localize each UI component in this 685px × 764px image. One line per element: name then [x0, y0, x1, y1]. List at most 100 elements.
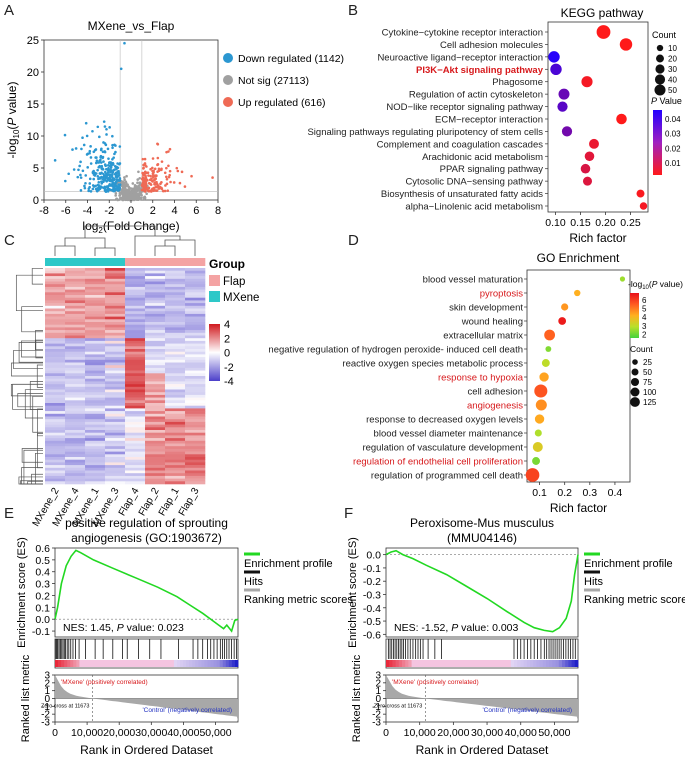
- heatmap-cell: [165, 281, 186, 285]
- heatmap-cell: [125, 421, 146, 425]
- heatmap-cell: [85, 376, 106, 379]
- heatmap-cell: [165, 284, 186, 288]
- kegg-bubble: [581, 76, 593, 88]
- band-segment: [482, 660, 486, 667]
- kegg-term-label: Cell adhesion molecules: [440, 40, 543, 51]
- heatmap-cell: [185, 386, 206, 390]
- band-segment: [530, 660, 534, 667]
- x-tick-label: 6: [193, 205, 199, 217]
- heatmap-cell: [165, 300, 186, 304]
- down-regulated-point: [102, 160, 105, 163]
- band-segment: [213, 660, 218, 667]
- down-regulated-point: [106, 178, 110, 182]
- down-regulated-point: [102, 120, 106, 123]
- heatmap-cell: [105, 332, 126, 336]
- group-legend-label: Flap: [223, 276, 245, 288]
- not-sig-point: [118, 194, 121, 197]
- heatmap-cell: [185, 419, 206, 423]
- dendrogram-branch: [35, 452, 43, 485]
- down-regulated-point: [106, 170, 110, 174]
- heatmap-cell: [85, 362, 106, 366]
- heatmap-cell: [105, 454, 126, 458]
- heatmap-cell: [65, 289, 86, 293]
- up-regulated-point: [142, 167, 145, 170]
- heatmap-cell: [125, 311, 146, 315]
- go-term-label: reactive oxygen species metabolic proces…: [342, 359, 523, 370]
- go-bubble: [544, 329, 556, 341]
- heatmap-cell: [105, 365, 126, 369]
- y-tick-label: 5: [33, 163, 39, 175]
- go-size-legend-label: 125: [643, 398, 657, 407]
- heatmap-cell: [65, 411, 86, 415]
- heatmap-cell: [185, 378, 206, 382]
- heatmap-cell: [125, 346, 146, 350]
- heatmap-cell: [85, 270, 106, 274]
- heatmap-cell: [145, 268, 166, 271]
- down-regulated-point: [89, 162, 93, 165]
- heatmap-cell: [165, 446, 186, 450]
- up-regulated-point: [178, 181, 182, 185]
- dendrogram-branch: [34, 330, 43, 351]
- es-y-label: Enrichment score (ES): [16, 537, 28, 648]
- down-regulated-point: [100, 164, 104, 168]
- heatmap-cell: [65, 295, 86, 298]
- heatmap-cell: [65, 405, 86, 409]
- band-segment: [70, 660, 74, 667]
- heatmap-cell: [165, 438, 186, 442]
- volcano-points: [53, 41, 214, 202]
- down-regulated-point: [92, 177, 96, 181]
- metric-tick-label: 2: [44, 678, 50, 689]
- heatmap-cell: [65, 281, 86, 285]
- heatmap-cell: [65, 389, 86, 393]
- metric-tick-label: -3: [372, 718, 381, 729]
- band-segment: [459, 660, 464, 667]
- group-bar-cell: [65, 258, 86, 266]
- heatmap-cell: [125, 392, 146, 396]
- heatmap-cell: [125, 473, 146, 477]
- kegg-bubble: [596, 25, 611, 39]
- down-regulated-point: [94, 184, 97, 188]
- heatmap-cell: [85, 386, 106, 390]
- heatmap-cell: [185, 268, 206, 271]
- heatmap-cell: [45, 305, 66, 309]
- heatmap-cell: [165, 316, 186, 320]
- volcano-x-label: log2(Fold Change): [82, 219, 179, 235]
- band-segment: [526, 660, 531, 667]
- heatmap-cell: [145, 311, 166, 315]
- metric-y-label: Ranked list metric: [351, 654, 363, 742]
- down-regulated-point: [91, 171, 95, 175]
- down-regulated-point: [105, 185, 109, 188]
- up-regulated-point: [156, 156, 160, 160]
- heatmap-cell: [185, 457, 206, 460]
- heatmap-cell: [165, 473, 186, 477]
- heatmap-cell: [185, 354, 206, 358]
- band-segment: [491, 660, 496, 667]
- heatmap-cell: [125, 481, 146, 485]
- heatmap-cell: [65, 448, 86, 452]
- heatmap-cell: [165, 451, 186, 455]
- heatmap-cell: [145, 278, 166, 282]
- band-segment: [106, 660, 111, 667]
- band-segment: [149, 660, 153, 667]
- band-segment: [405, 660, 409, 667]
- heatmap-cell: [45, 367, 66, 371]
- down-regulated-point: [118, 183, 122, 186]
- down-regulated-point: [88, 182, 92, 185]
- heatmap-cell: [85, 389, 106, 393]
- heatmap-cell: [85, 432, 106, 436]
- down-regulated-point: [79, 160, 82, 164]
- heatmap-cell: [85, 308, 106, 312]
- heatmap-cell: [45, 376, 66, 379]
- dendrogram-branch: [21, 340, 43, 358]
- down-regulated-point: [87, 189, 90, 193]
- metric-tick-label: 3: [44, 671, 50, 682]
- color-legend-label: 0.01: [665, 159, 681, 168]
- heatmap-cell: [65, 435, 86, 439]
- heatmap-cell: [165, 359, 186, 363]
- heatmap-cell: [185, 273, 206, 277]
- heatmap-cell: [65, 273, 86, 277]
- down-regulated-point: [108, 188, 112, 191]
- band-segment: [418, 660, 422, 667]
- heatmap-cell: [85, 373, 106, 377]
- heatmap-cell: [45, 284, 66, 288]
